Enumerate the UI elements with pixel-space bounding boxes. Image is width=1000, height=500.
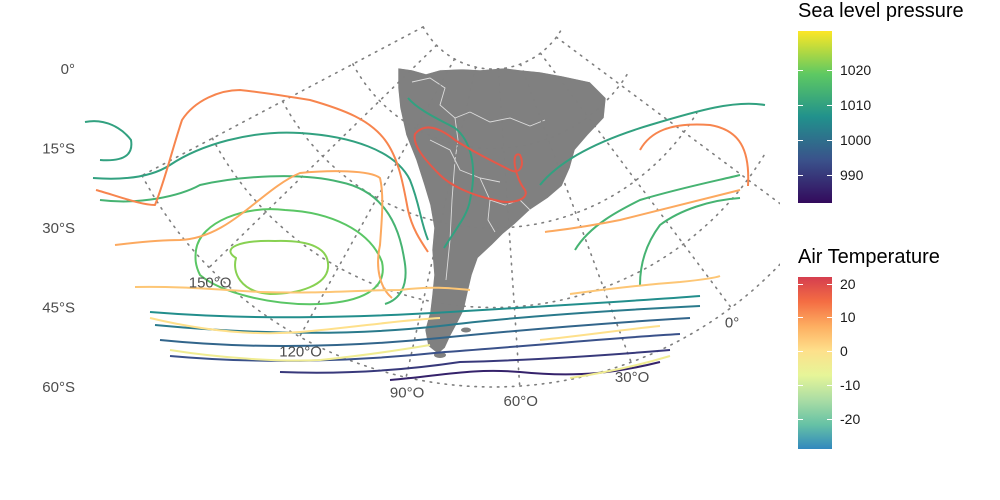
legend-tick-mark xyxy=(827,317,832,319)
south-america-landmass xyxy=(397,67,607,358)
border-line xyxy=(469,111,546,127)
legend-tick-mark xyxy=(798,283,803,285)
legend-tick-mark xyxy=(798,104,803,106)
meridian-gridline xyxy=(555,36,780,205)
legend-tick-mark xyxy=(798,69,803,71)
legend-tick-mark xyxy=(827,139,832,141)
legend-tick-label: -10 xyxy=(840,376,861,393)
longitude-label: 90°O xyxy=(390,384,424,401)
parallel-gridline xyxy=(281,100,698,229)
pressure-isoline xyxy=(149,295,701,319)
legend-tick-mark xyxy=(798,139,803,141)
pressure-isoline xyxy=(639,197,741,286)
legend-tick-label: 1010 xyxy=(840,96,872,113)
latitude-label: 0° xyxy=(61,61,75,78)
legend-tick-mark xyxy=(827,351,832,353)
meridian-gridline xyxy=(519,63,632,364)
pressure-isoline xyxy=(84,97,475,249)
meridian-gridline xyxy=(497,68,521,387)
longitude-label: 150°O xyxy=(189,275,232,292)
pressure-colorbar xyxy=(798,31,832,203)
border-line xyxy=(429,139,501,183)
contour-map: 0° 15°S 30°S 45°S 60°S 150°O 120°O 90°O 60°O 30°O… xyxy=(42,26,780,410)
parallel-gridline xyxy=(352,63,630,150)
pressure-isoline xyxy=(279,349,671,374)
legend-tick-mark xyxy=(827,384,832,386)
axis-labels: 0° 15°S 30°S 45°S 60°S 150°O 120°O 90°O 60°O 30°O… xyxy=(42,61,739,410)
legend-tick-mark xyxy=(798,384,803,386)
parallel-gridline xyxy=(211,137,766,309)
border-line xyxy=(487,199,496,233)
pressure-isoline xyxy=(99,174,741,305)
pressure-isoline xyxy=(169,333,681,362)
legend-tick-mark xyxy=(798,351,803,353)
temperature-legend-title: Air Temperature xyxy=(798,246,940,268)
legend-tick-mark xyxy=(827,283,832,285)
legend-tick-label: 1000 xyxy=(840,131,872,148)
longitude-label: 30°O xyxy=(615,369,649,386)
temperature-isoline xyxy=(134,275,721,295)
pressure-legend-title: Sea level pressure xyxy=(798,0,964,22)
legend-tick-label: 10 xyxy=(840,309,856,326)
pressure-contours xyxy=(84,97,766,381)
country-borders xyxy=(411,77,546,281)
longitude-label: 120°O xyxy=(279,344,322,361)
temperature-colorbar xyxy=(798,277,832,449)
pressure-isoline xyxy=(159,317,691,347)
legend-tick-mark xyxy=(798,174,803,176)
parallel-gridline xyxy=(141,174,780,388)
meridian-gridline xyxy=(208,44,438,269)
meridian-gridline xyxy=(298,58,456,338)
longitude-label: 0° xyxy=(725,315,739,332)
temperature-isoline xyxy=(413,126,527,203)
legend-tick-label: 990 xyxy=(840,166,864,183)
longitude-label: 60°O xyxy=(504,393,538,410)
meridian-gridline xyxy=(405,66,477,379)
island xyxy=(461,327,471,333)
south-america-land xyxy=(397,67,607,355)
latitude-label: 15°S xyxy=(42,141,75,158)
latitude-label: 60°S xyxy=(42,379,75,396)
latitude-label: 45°S xyxy=(42,300,75,317)
pressure-isoline xyxy=(229,239,330,295)
temperature-contours xyxy=(95,89,750,379)
pressure-isoline xyxy=(154,305,701,334)
legend-tick-mark xyxy=(798,317,803,319)
meridian-gridline xyxy=(539,52,732,309)
legend-tick-mark xyxy=(827,174,832,176)
legend-tick-label: 1020 xyxy=(840,61,872,78)
legend-tick-label: -20 xyxy=(840,410,861,427)
temperature-isoline xyxy=(114,170,741,299)
temperature-isoline xyxy=(95,89,750,253)
legend-tick-mark xyxy=(827,418,832,420)
latitude-label: 30°S xyxy=(42,220,75,237)
border-line xyxy=(411,77,471,119)
graticule xyxy=(141,26,780,388)
legend-tick-label: 0 xyxy=(840,343,848,360)
legend-tick-label: 20 xyxy=(840,275,856,292)
temperature-isoline xyxy=(169,344,671,379)
pressure-isoline xyxy=(194,208,384,306)
legend-tick-mark xyxy=(827,104,832,106)
parallel-gridline xyxy=(422,26,562,70)
legend-tick-mark xyxy=(798,418,803,420)
pressure-isoline xyxy=(389,361,661,381)
border-line xyxy=(445,117,459,281)
pressure-isoline xyxy=(92,102,766,241)
meridian-gridline xyxy=(141,26,425,177)
temperature-isoline xyxy=(149,317,661,341)
legend-tick-mark xyxy=(827,69,832,71)
border-line xyxy=(479,177,531,211)
